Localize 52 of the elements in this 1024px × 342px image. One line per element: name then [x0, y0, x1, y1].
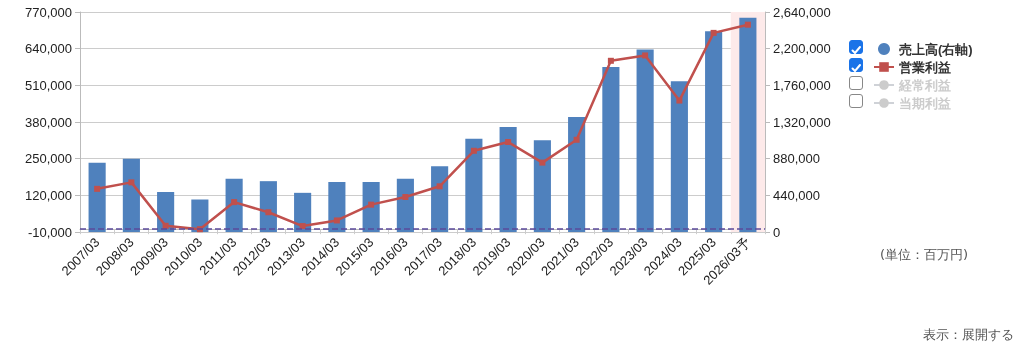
point: [94, 185, 101, 192]
point: [505, 139, 512, 146]
point: [642, 52, 649, 59]
legend-label: 売上高(右軸): [899, 41, 973, 57]
y-tick-label: 510,000: [25, 77, 72, 93]
point: [710, 29, 717, 36]
bar: [705, 31, 723, 232]
bar: [259, 181, 277, 232]
point: [573, 136, 580, 143]
y2-tick-label: 0: [773, 224, 781, 240]
legend-label: 営業利益: [899, 59, 951, 75]
bar: [499, 127, 517, 232]
text: 表示：展開する: [923, 326, 1014, 342]
y2-tick-label: 1,760,000: [773, 77, 831, 93]
y2-tick-label: 440,000: [773, 187, 820, 203]
y-tick-label: 770,000: [25, 4, 72, 20]
text: (単位：百万円): [880, 246, 969, 264]
bar: [670, 81, 688, 232]
y2-tick-label: 2,640,000: [773, 4, 831, 20]
point: [539, 159, 546, 166]
point: [368, 201, 375, 208]
bar: [88, 162, 106, 232]
y2-tick-label: 880,000: [773, 151, 820, 167]
point: [333, 217, 340, 224]
bar: [533, 140, 551, 232]
point: [470, 147, 477, 154]
bar: [362, 182, 380, 232]
bar: [431, 166, 449, 232]
bar: [122, 158, 140, 232]
bar: [636, 49, 654, 232]
y-tick-label: 120,000: [25, 187, 72, 203]
y-tick-label: 640,000: [25, 41, 72, 57]
y-tick-label: 380,000: [25, 114, 72, 130]
bar: [396, 178, 414, 232]
point: [607, 57, 614, 64]
y-tick-label: 250,000: [25, 151, 72, 167]
point: [436, 183, 443, 190]
bar: [328, 182, 346, 232]
y2-tick-label: 2,200,000: [773, 41, 831, 57]
bar: [602, 67, 620, 232]
point: [265, 209, 272, 216]
point: [402, 194, 409, 201]
point: [128, 179, 135, 186]
point: [299, 223, 306, 230]
bar: [568, 117, 586, 232]
point: [744, 21, 751, 28]
y2-tick-label: 1,320,000: [773, 114, 831, 130]
bar: [465, 138, 483, 232]
point: [676, 97, 683, 104]
bar: [225, 178, 243, 232]
point: [231, 199, 238, 206]
y-tick-label: -10,000: [27, 224, 72, 240]
